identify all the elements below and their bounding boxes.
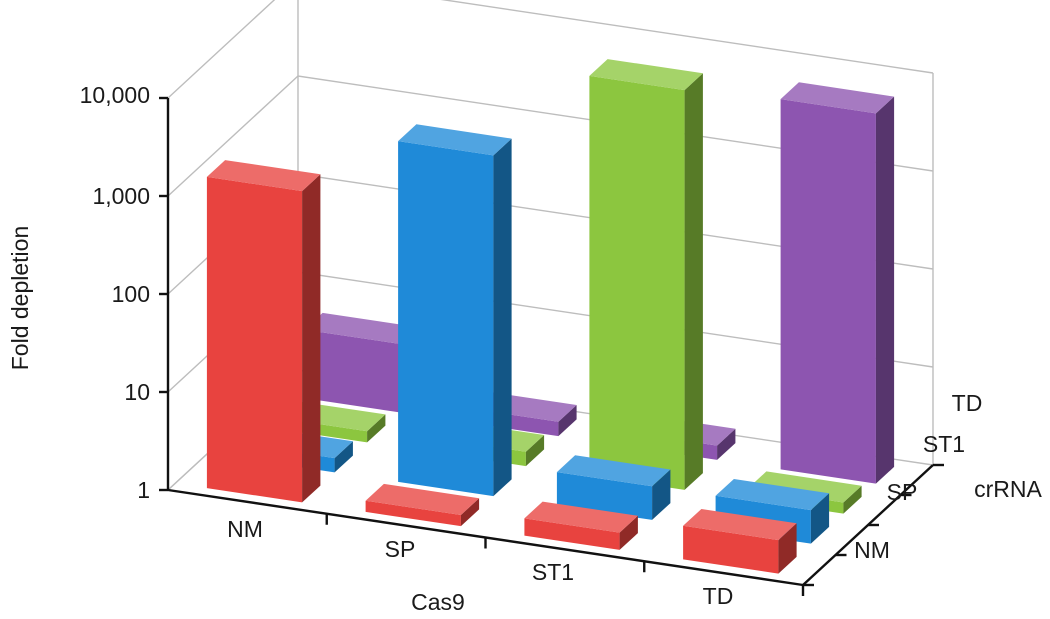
y-tick-label: 10 (124, 379, 150, 405)
bar-front-face (780, 99, 876, 484)
bar-front-face (304, 329, 400, 413)
bar-side-face (334, 441, 353, 473)
bar-top-face (589, 59, 703, 91)
gridline (167, 0, 934, 99)
bar-side-face (493, 138, 512, 497)
bar-front-face (206, 176, 303, 503)
bar-top-face (206, 160, 321, 192)
x-axis-title: Cas9 (411, 589, 465, 615)
bar-sp-sp (398, 124, 512, 497)
y-tick-label: 1 (137, 477, 150, 503)
bar-side-face (778, 523, 797, 574)
x-tick-label: ST1 (532, 559, 574, 585)
x-tick-label: SP (385, 536, 416, 562)
z-axis-title: crRNA (974, 476, 1042, 502)
bar-side-face (875, 96, 895, 484)
labels-layer: Fold depletion Cas9 crRNA 1 10 100 1,000… (7, 82, 1043, 615)
x-tick-label: TD (703, 583, 734, 609)
bar-st1-st1 (589, 59, 703, 490)
bar-side-face (619, 515, 638, 550)
bar-front-face (589, 75, 685, 490)
z-tick-label: ST1 (923, 431, 965, 457)
bar-top-face (683, 509, 797, 541)
bar-side-face (652, 469, 671, 520)
z-tick-label: SP (887, 479, 918, 505)
bar-front-face (398, 141, 494, 497)
bar-top-face (715, 479, 830, 511)
bar-top-face (304, 312, 418, 344)
bar-side-face (810, 493, 830, 544)
bar-side-face (302, 174, 321, 503)
bar-top-face (398, 124, 512, 156)
bar-td-td (780, 82, 895, 484)
bar-side-face (717, 428, 736, 460)
x-tick-label: NM (227, 516, 263, 542)
bar-front-face (524, 518, 620, 550)
y-tick-label: 10,000 (80, 82, 150, 108)
bar-side-face (843, 485, 862, 514)
y-tick-label: 100 (112, 281, 150, 307)
bar-side-face (460, 498, 480, 527)
bar-top-face (556, 455, 671, 487)
bar-td-nm (683, 509, 797, 574)
y-tick-label: 1,000 (92, 183, 150, 209)
bar-front-face (365, 500, 461, 527)
bar-side-face (525, 435, 545, 467)
bar-top-face (748, 471, 862, 503)
bar-front-face (683, 525, 779, 574)
bar-st1-sp (556, 455, 671, 520)
bar-sp-nm (365, 483, 480, 527)
z-tick-label: NM (854, 537, 890, 563)
bar-side-face (684, 73, 703, 490)
y-axis-title: Fold depletion (7, 226, 33, 371)
bar-nm-nm (206, 160, 321, 503)
bars-layer (206, 59, 895, 574)
bar-side-face (558, 405, 577, 437)
bar-side-face (367, 414, 386, 443)
z-tick-label: TD (952, 390, 983, 416)
axes-layer (159, 96, 944, 596)
bar-top-face (365, 483, 480, 515)
bar-top-face (780, 82, 895, 114)
bar-top-face (524, 501, 638, 533)
bar-st1-nm (524, 501, 638, 550)
